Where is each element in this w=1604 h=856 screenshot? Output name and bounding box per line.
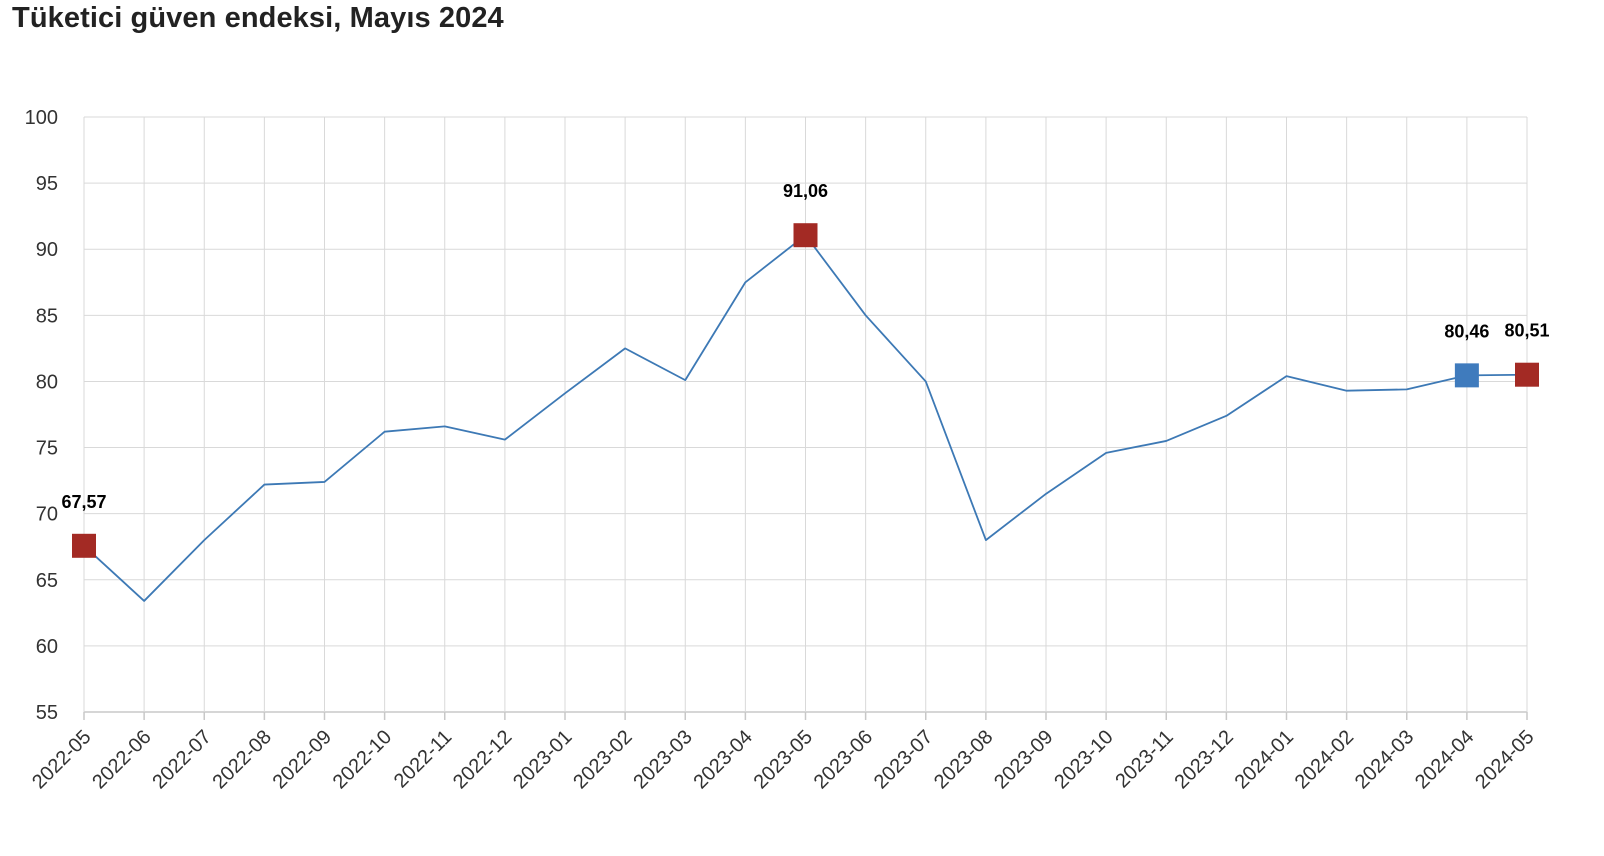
y-tick-label: 85 <box>36 305 58 327</box>
data-label: 80,51 <box>1504 321 1549 341</box>
y-tick-label: 70 <box>36 504 58 526</box>
data-point-marker[interactable] <box>72 533 96 558</box>
x-tick-label: 2023-03 <box>629 726 696 793</box>
x-tick-label: 2023-10 <box>1050 726 1117 793</box>
y-tick-label: 65 <box>36 570 58 592</box>
y-tick-label: 80 <box>36 371 58 393</box>
highlight-markers <box>72 223 1539 558</box>
x-tick-label: 2023-09 <box>990 726 1057 793</box>
data-label: 80,46 <box>1444 321 1489 341</box>
data-labels: 67,57 91,06 80,46 80,51 <box>61 181 1549 512</box>
x-tick-label: 2023-12 <box>1170 726 1237 793</box>
x-tick-label: 2023-06 <box>810 726 877 793</box>
x-axis-ticks: 2022-052022-062022-072022-082022-092022-… <box>28 726 1538 793</box>
x-tick-label: 2022-05 <box>28 726 95 793</box>
x-tick-label: 2023-11 <box>1111 726 1177 792</box>
x-tick-label: 2024-01 <box>1231 726 1298 793</box>
y-tick-label: 55 <box>36 702 58 724</box>
data-point-marker[interactable] <box>1454 363 1479 388</box>
x-tick-label: 2022-11 <box>390 726 456 792</box>
x-tick-label: 2022-10 <box>329 726 396 793</box>
x-tick-label: 2022-12 <box>449 726 516 793</box>
x-tick-label: 2024-04 <box>1411 726 1478 793</box>
x-tick-label: 2022-08 <box>208 726 275 793</box>
grid-layer <box>83 116 1528 720</box>
x-tick-label: 2024-03 <box>1351 726 1418 793</box>
data-label: 91,06 <box>783 181 828 201</box>
x-tick-label: 2022-09 <box>269 726 336 793</box>
x-tick-label: 2024-05 <box>1471 726 1538 793</box>
x-tick-label: 2023-01 <box>509 726 576 793</box>
x-tick-label: 2023-05 <box>750 726 817 793</box>
data-label: 67,57 <box>61 492 106 512</box>
data-point-marker[interactable] <box>793 223 818 248</box>
y-tick-label: 100 <box>25 107 58 129</box>
x-tick-label: 2023-04 <box>689 726 756 793</box>
y-tick-label: 75 <box>36 438 58 460</box>
y-tick-label: 60 <box>36 636 58 658</box>
x-tick-label: 2023-07 <box>870 726 937 793</box>
data-point-marker[interactable] <box>1515 362 1539 387</box>
y-tick-label: 95 <box>36 173 58 195</box>
x-tick-label: 2023-02 <box>569 726 636 793</box>
x-tick-label: 2024-02 <box>1291 726 1358 793</box>
x-tick-label: 2023-08 <box>930 726 997 793</box>
y-axis-ticks: 55 60 65 70 75 80 85 90 95 100 <box>25 107 58 724</box>
x-tick-label: 2022-06 <box>88 726 155 793</box>
chart-title: Tüketici güven endeksi, Mayıs 2024 <box>12 2 504 34</box>
x-tick-label: 2022-07 <box>148 726 215 793</box>
y-tick-label: 90 <box>36 239 58 261</box>
